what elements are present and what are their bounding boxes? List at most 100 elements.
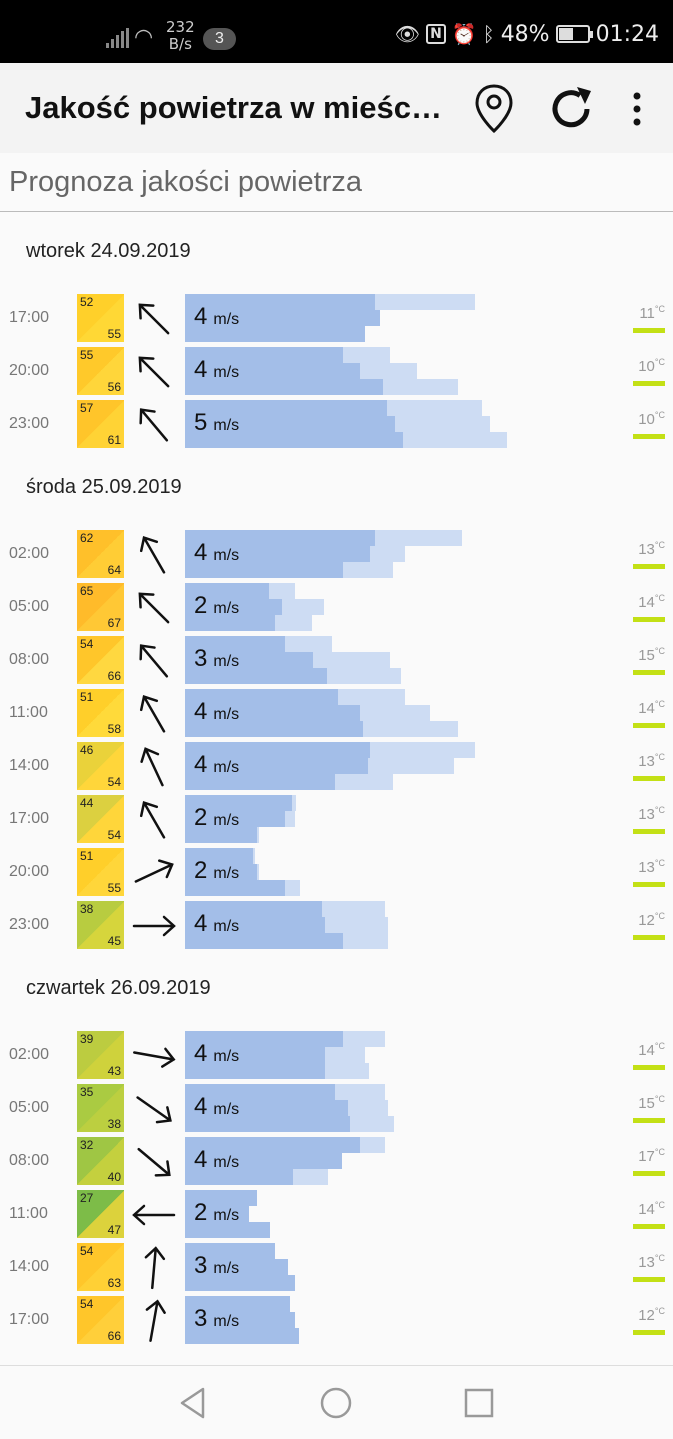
aqi-current-value: 65 — [80, 584, 94, 598]
forecast-row[interactable]: 08:00 54 66 3 m/s 15°C — [0, 636, 673, 686]
air-quality-index-tile: 51 55 — [77, 848, 124, 896]
forecast-time: 02:00 — [9, 1046, 50, 1063]
wind-speed-unit: m/s — [213, 547, 240, 564]
signal-icon — [106, 28, 130, 48]
forecast-time: 17:00 — [9, 810, 50, 827]
forecast-row[interactable]: 17:00 54 66 3 m/s 12°C — [0, 1296, 673, 1346]
wind-speed-label: 2 m/s — [194, 804, 239, 832]
temperature-indicator — [633, 564, 665, 569]
aqi-current-value: 57 — [80, 401, 94, 415]
forecast-row[interactable]: 14:00 54 63 3 m/s 13°C — [0, 1243, 673, 1293]
wind-speed-unit: m/s — [213, 364, 240, 381]
temperature-unit: °C — [654, 646, 665, 656]
aqi-current-value: 62 — [80, 531, 94, 545]
temperature-value: 14 — [638, 700, 655, 717]
home-icon[interactable] — [319, 1386, 353, 1420]
air-quality-index-tile: 54 66 — [77, 1296, 124, 1344]
temperature: 13°C — [631, 805, 665, 823]
temperature-unit: °C — [654, 805, 665, 815]
temperature: 17°C — [631, 1147, 665, 1165]
forecast-time: 08:00 — [9, 1152, 50, 1169]
forecast-row[interactable]: 11:00 27 47 2 m/s 14°C — [0, 1190, 673, 1240]
aqi-current-value: 32 — [80, 1138, 94, 1152]
wind-speed-bar — [185, 1259, 288, 1275]
forecast-list[interactable]: wtorek 24.09.2019 17:00 52 55 4 m/s 11°C 20:00 5… — [0, 212, 673, 1362]
forecast-row[interactable]: 17:00 52 55 4 m/s 11°C — [0, 294, 673, 344]
temperature-value: 15 — [638, 647, 655, 664]
wind-speed-unit: m/s — [213, 1101, 240, 1118]
forecast-time: 05:00 — [9, 1099, 50, 1116]
battery-percent: 48% — [500, 21, 550, 47]
forecast-time: 11:00 — [9, 1205, 48, 1222]
forecast-row[interactable]: 05:00 35 38 4 m/s 15°C — [0, 1084, 673, 1134]
wind-speed-label: 2 m/s — [194, 857, 239, 885]
temperature-unit: °C — [654, 1147, 665, 1157]
aqi-max-value: 56 — [107, 380, 121, 394]
forecast-row[interactable]: 17:00 44 54 2 m/s 13°C — [0, 795, 673, 845]
temperature-unit: °C — [654, 304, 665, 314]
wind-speed-label: 3 m/s — [194, 645, 239, 673]
temperature: 14°C — [631, 699, 665, 717]
day-header: środa 25.09.2019 — [26, 476, 182, 498]
wind-speed-label: 4 m/s — [194, 751, 239, 779]
forecast-row[interactable]: 05:00 65 67 2 m/s 14°C — [0, 583, 673, 633]
aqi-max-value: 64 — [107, 563, 121, 577]
forecast-row[interactable]: 20:00 55 56 4 m/s 10°C — [0, 347, 673, 397]
forecast-time: 11:00 — [9, 704, 48, 721]
aqi-max-value: 43 — [107, 1064, 121, 1078]
temperature-value: 11 — [639, 305, 655, 322]
forecast-time: 14:00 — [9, 757, 50, 774]
temperature-indicator — [633, 935, 665, 940]
temperature-value: 12 — [638, 912, 655, 929]
wind-speed-value: 4 — [194, 303, 208, 330]
wind-speed-bar — [185, 379, 383, 395]
wind-speed-unit: m/s — [213, 417, 240, 434]
wind-speed-label: 4 m/s — [194, 303, 239, 331]
wind-speed-bar — [185, 432, 403, 448]
wind-speed-label: 3 m/s — [194, 1252, 239, 1280]
wind-speed-bar — [185, 933, 343, 949]
temperature-indicator — [633, 1118, 665, 1123]
wind-speed-bar — [185, 827, 257, 843]
temperature-value: 13 — [638, 806, 655, 823]
forecast-time: 17:00 — [9, 1311, 50, 1328]
wind-speed-bar — [185, 562, 343, 578]
wind-direction-arrow-icon — [132, 1204, 176, 1226]
location-pin-icon[interactable] — [474, 83, 514, 135]
app-title: Jakość powietrza w mieści… — [25, 90, 445, 125]
wind-speed-bar — [185, 1153, 342, 1169]
battery-icon — [555, 25, 593, 43]
forecast-row[interactable]: 23:00 57 61 5 m/s 10°C — [0, 400, 673, 450]
recent-apps-icon[interactable] — [462, 1386, 496, 1420]
temperature-unit: °C — [654, 1094, 665, 1104]
temperature-unit: °C — [654, 1041, 665, 1051]
wind-speed-bar — [185, 416, 395, 432]
temperature: 13°C — [631, 858, 665, 876]
temperature-unit: °C — [654, 1253, 665, 1263]
air-quality-index-tile: 35 38 — [77, 1084, 124, 1132]
forecast-row[interactable]: 14:00 46 54 4 m/s 13°C — [0, 742, 673, 792]
wind-speed-value: 4 — [194, 910, 208, 937]
temperature: 13°C — [631, 540, 665, 558]
wind-speed-bar — [185, 530, 375, 546]
wind-speed-value: 5 — [194, 409, 208, 436]
forecast-row[interactable]: 02:00 62 64 4 m/s 13°C — [0, 530, 673, 580]
air-quality-index-tile: 38 45 — [77, 901, 124, 949]
forecast-row[interactable]: 23:00 38 45 4 m/s 12°C — [0, 901, 673, 951]
forecast-row[interactable]: 20:00 51 55 2 m/s 13°C — [0, 848, 673, 898]
forecast-row[interactable]: 02:00 39 43 4 m/s 14°C — [0, 1031, 673, 1081]
refresh-icon[interactable] — [547, 85, 595, 133]
wind-speed-label: 5 m/s — [194, 409, 239, 437]
forecast-row[interactable]: 08:00 32 40 4 m/s 17°C — [0, 1137, 673, 1187]
temperature-indicator — [633, 1065, 665, 1070]
temperature: 15°C — [631, 1094, 665, 1112]
more-options-icon[interactable] — [627, 91, 647, 127]
temperature-unit: °C — [654, 1306, 665, 1316]
wind-speed-value: 2 — [194, 857, 208, 884]
forecast-row[interactable]: 11:00 51 58 4 m/s 14°C — [0, 689, 673, 739]
day-header: czwartek 26.09.2019 — [26, 977, 211, 999]
divider — [0, 211, 673, 212]
back-icon[interactable] — [176, 1386, 210, 1420]
wind-speed-value: 3 — [194, 645, 208, 672]
network-speed-value: 232 — [166, 18, 195, 36]
